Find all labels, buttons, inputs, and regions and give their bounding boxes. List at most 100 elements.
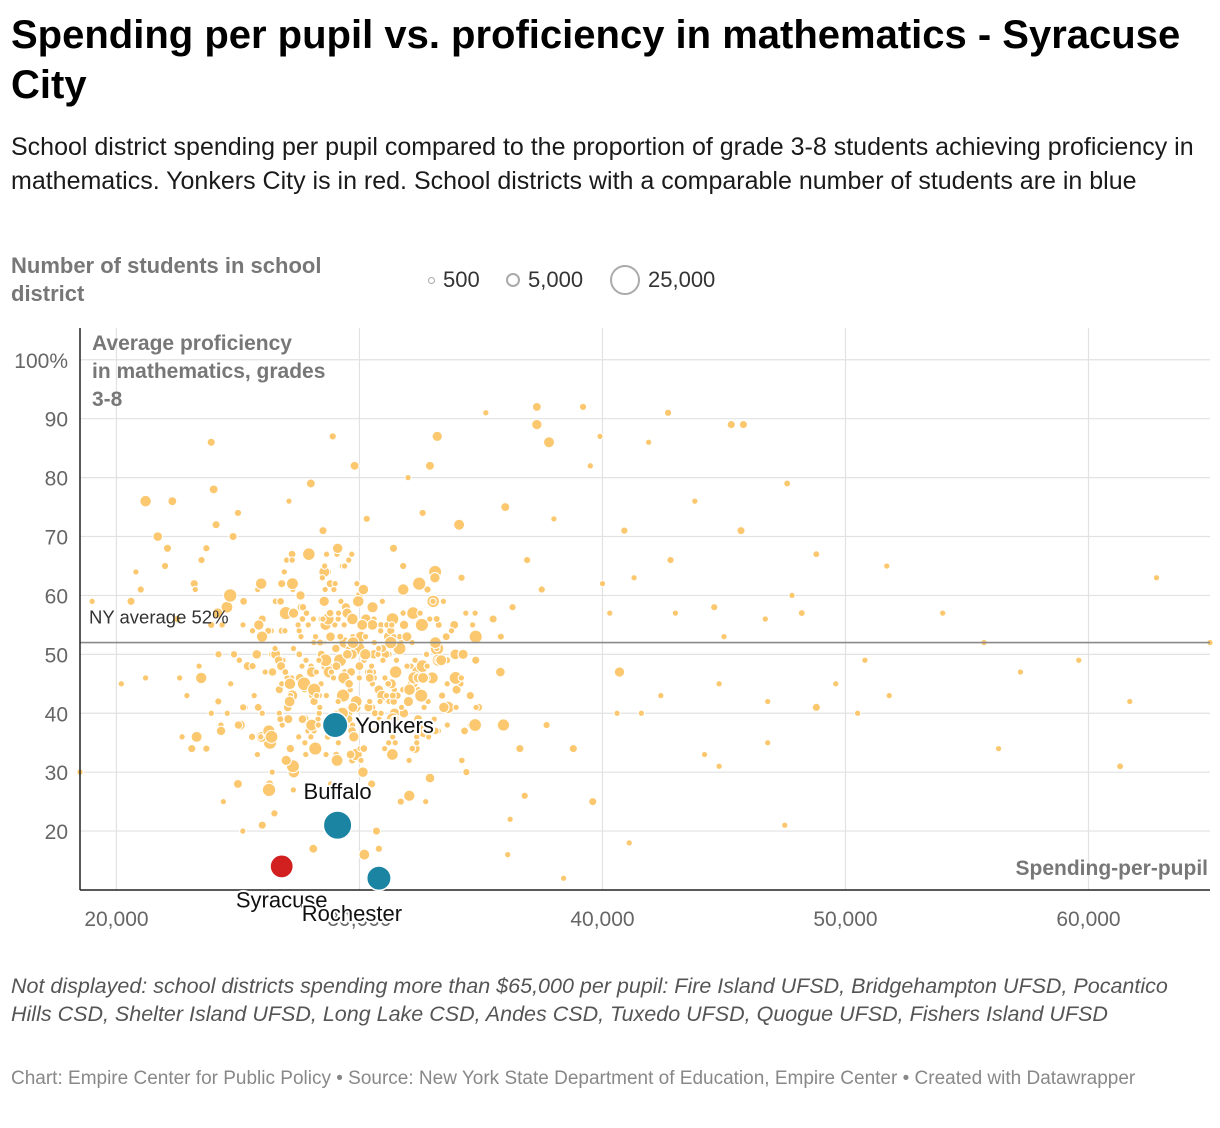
district-point (853, 709, 862, 718)
district-point (337, 597, 345, 606)
district-point (424, 772, 436, 784)
district-point (256, 733, 265, 741)
district-point (625, 839, 633, 847)
district-point (420, 703, 428, 712)
district-point (285, 577, 300, 591)
district-point (429, 571, 441, 584)
chart-subtitle: School district spending per pupil compa… (11, 133, 1194, 195)
district-point (261, 782, 277, 798)
district-point (596, 432, 604, 441)
district-point (443, 721, 452, 729)
highlight-point-yonkers (321, 711, 349, 739)
district-point (223, 709, 231, 718)
district-point (325, 631, 336, 643)
district-point (408, 744, 417, 753)
district-point (327, 668, 336, 676)
district-point (267, 667, 278, 677)
district-point (508, 602, 517, 612)
district-point (328, 432, 337, 441)
district-point (715, 680, 723, 688)
district-point (377, 709, 385, 718)
district-point (811, 702, 821, 713)
y-tick-label: 100% (14, 350, 68, 373)
district-point (276, 596, 286, 606)
district-point (620, 526, 629, 535)
highlight-point-buffalo (322, 810, 353, 841)
district-point (388, 691, 397, 700)
district-point (366, 601, 379, 614)
district-point (606, 609, 614, 617)
district-point (232, 778, 244, 790)
data-points: NY average 52% (76, 401, 1214, 882)
district-point (738, 419, 749, 430)
district-point (207, 709, 216, 718)
district-point (411, 576, 427, 591)
district-point (235, 656, 244, 665)
district-point (271, 644, 279, 653)
district-point (359, 648, 372, 661)
district-point (520, 791, 529, 800)
district-point (357, 583, 370, 596)
y-tick-label: 50 (45, 644, 68, 667)
district-point (396, 797, 406, 806)
district-point (311, 632, 320, 641)
district-point (283, 695, 296, 708)
district-point (416, 671, 430, 684)
district-point (354, 661, 365, 672)
district-point (314, 721, 322, 729)
district-point (320, 562, 329, 570)
district-point (345, 749, 356, 760)
district-point (228, 531, 238, 542)
district-point (783, 479, 792, 488)
district-point (366, 618, 379, 631)
district-point (283, 677, 297, 691)
district-point (344, 678, 355, 689)
district-point (301, 547, 316, 562)
district-point (175, 674, 184, 682)
district-point (348, 550, 356, 558)
district-point (453, 518, 466, 531)
x-tick-label: 40,000 (570, 908, 634, 931)
district-point (404, 473, 412, 482)
district-point (141, 674, 150, 682)
district-point (630, 574, 638, 582)
district-point (162, 543, 173, 553)
district-point (318, 574, 327, 582)
district-point (457, 674, 466, 682)
x-tick-label: 30,000 (327, 908, 391, 931)
district-point (239, 596, 249, 606)
district-point (250, 691, 258, 700)
legend-label: 5,000 (528, 267, 584, 292)
district-point (233, 720, 244, 730)
district-point (301, 738, 309, 747)
district-point (298, 615, 307, 623)
district-point (340, 621, 348, 629)
district-point (1116, 762, 1125, 771)
district-point (374, 844, 384, 853)
district-point (202, 744, 211, 753)
district-point (542, 436, 556, 449)
district-point (247, 732, 257, 742)
district-point (402, 695, 415, 708)
district-point (248, 627, 257, 635)
legend-label: 500 (443, 267, 480, 292)
district-point (208, 484, 219, 495)
district-point (380, 744, 389, 753)
district-point (482, 409, 490, 417)
district-point (598, 579, 607, 588)
district-point (424, 733, 433, 741)
y-tick-label: 40 (45, 703, 68, 726)
district-point (462, 609, 470, 617)
district-point (403, 683, 416, 697)
district-point (251, 648, 263, 660)
district-point (294, 733, 303, 741)
district-point (312, 691, 321, 700)
district-point (298, 602, 308, 612)
district-point (613, 666, 626, 678)
district-point (720, 632, 728, 641)
district-point (861, 656, 869, 664)
district-point (411, 656, 419, 664)
district-point (348, 731, 360, 743)
district-point (374, 644, 383, 653)
district-point (88, 597, 96, 606)
